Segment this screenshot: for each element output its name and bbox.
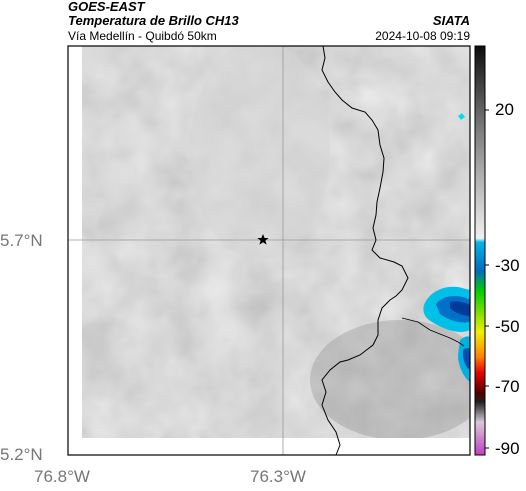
colorbar-tick-label: 20	[495, 100, 514, 119]
region-subtitle: Vía Medellín - Quibdó 50km	[68, 29, 217, 43]
product-title: Temperatura de Brillo CH13	[68, 13, 239, 28]
star-icon	[257, 234, 269, 245]
lon-tick-label: 76.3°W	[250, 467, 306, 486]
convective-cloud	[423, 113, 470, 382]
lon-tick-label: 76.8°W	[34, 467, 90, 486]
colorbar-tick-label: -30	[495, 256, 520, 275]
timestamp-label: 2024-10-08 09:19	[375, 29, 470, 43]
satellite-image	[82, 46, 470, 438]
satellite-title: GOES-EAST	[68, 0, 145, 14]
lat-tick-label: 5.2°N	[0, 445, 43, 464]
colorbar-tick-label: -70	[495, 377, 520, 396]
colorbar	[474, 45, 489, 456]
org-label: SIATA	[432, 13, 470, 28]
colorbar-tick-label: -50	[495, 317, 520, 336]
colorbar-tick-label: -90	[495, 439, 520, 458]
lat-tick-label: 5.7°N	[0, 231, 43, 250]
river-boundary	[401, 317, 465, 347]
graticule	[68, 46, 470, 455]
department-boundary	[321, 45, 409, 456]
map-frame	[67, 45, 471, 456]
